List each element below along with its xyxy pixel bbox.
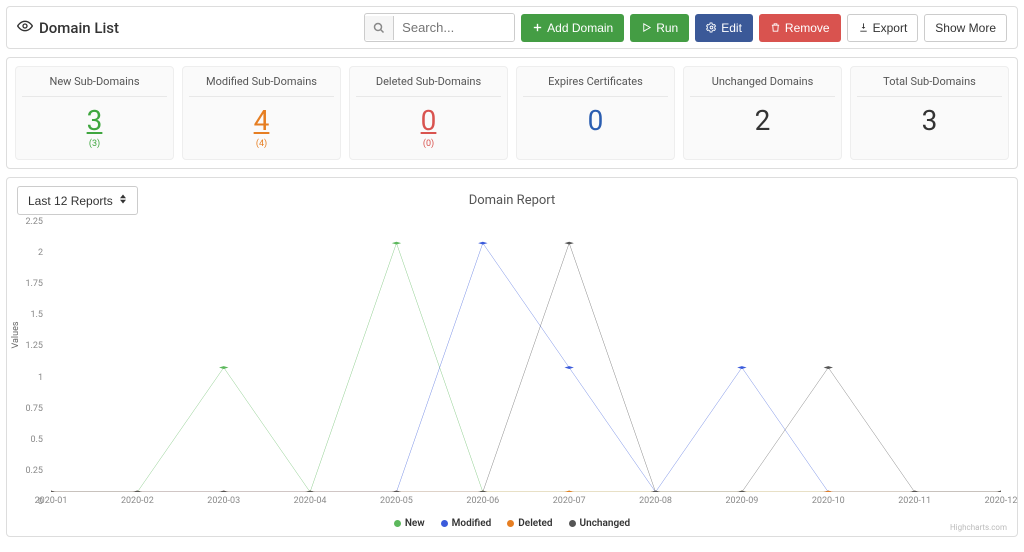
edit-button[interactable]: Edit — [695, 14, 753, 42]
stat-subvalue: (4) — [189, 139, 334, 149]
search-icon — [365, 16, 394, 40]
add-domain-button[interactable]: Add Domain — [521, 14, 624, 42]
remove-button[interactable]: Remove — [759, 14, 841, 42]
show-more-label: Show More — [935, 21, 996, 35]
search-input[interactable] — [394, 14, 514, 41]
chart-area: Values 00.250.50.7511.251.51.7522.25 202… — [17, 212, 1007, 512]
stat-label: Deleted Sub-Domains — [356, 75, 501, 97]
reports-range-label: Last 12 Reports — [28, 194, 113, 208]
stat-value: 0 — [523, 107, 668, 135]
stat-value: 3 — [857, 107, 1002, 135]
stat-card: New Sub-Domains 3 (3) — [15, 66, 174, 160]
search-field[interactable] — [364, 13, 515, 42]
chart-credits: Highcharts.com — [950, 523, 1007, 532]
page-title-wrap: Domain List — [17, 18, 119, 38]
stat-card: Deleted Sub-Domains 0 (0) — [349, 66, 508, 160]
stat-label: Modified Sub-Domains — [189, 75, 334, 97]
run-button[interactable]: Run — [630, 14, 689, 42]
stat-card: Modified Sub-Domains 4 (4) — [182, 66, 341, 160]
stat-card: Total Sub-Domains 3 — [850, 66, 1009, 160]
remove-label: Remove — [785, 21, 830, 35]
chart-plot — [51, 212, 1001, 492]
top-toolbar: Domain List Add Domain Run Edit Remove E… — [6, 6, 1018, 49]
eye-icon — [17, 18, 33, 38]
stat-label: Unchanged Domains — [690, 75, 835, 97]
stat-label: New Sub-Domains — [22, 75, 167, 97]
y-axis-ticks: 00.250.50.7511.251.51.7522.25 — [17, 212, 45, 492]
reports-range-dropdown[interactable]: Last 12 Reports — [17, 186, 138, 215]
stat-value[interactable]: 4 — [189, 107, 334, 135]
legend-item[interactable]: New — [394, 518, 425, 529]
edit-label: Edit — [721, 21, 742, 35]
stat-subvalue: (0) — [356, 139, 501, 149]
chart-panel: Last 12 Reports Domain Report Values 00.… — [6, 177, 1018, 537]
stat-value[interactable]: 0 — [356, 107, 501, 135]
stat-card: Unchanged Domains 2 — [683, 66, 842, 160]
stat-value[interactable]: 3 — [22, 107, 167, 135]
chart-legend: New Modified Deleted Unchanged — [17, 512, 1007, 532]
show-more-button[interactable]: Show More — [924, 14, 1007, 42]
x-axis-ticks: 2020-012020-022020-032020-042020-052020-… — [51, 494, 1001, 512]
run-label: Run — [656, 21, 678, 35]
stats-row: New Sub-Domains 3 (3) Modified Sub-Domains 4… — [6, 57, 1018, 169]
stat-value: 2 — [690, 107, 835, 135]
legend-item[interactable]: Unchanged — [569, 518, 631, 529]
export-label: Export — [873, 21, 908, 35]
legend-item[interactable]: Modified — [441, 518, 492, 529]
stat-label: Total Sub-Domains — [857, 75, 1002, 97]
stat-subvalue: (3) — [22, 139, 167, 149]
sort-icon — [119, 193, 127, 208]
chart-title: Domain Report — [17, 193, 1007, 208]
legend-item[interactable]: Deleted — [507, 518, 552, 529]
page-title: Domain List — [39, 19, 119, 37]
add-domain-label: Add Domain — [547, 21, 613, 35]
stat-label: Expires Certificates — [523, 75, 668, 97]
export-button[interactable]: Export — [847, 14, 919, 42]
stat-card: Expires Certificates 0 — [516, 66, 675, 160]
